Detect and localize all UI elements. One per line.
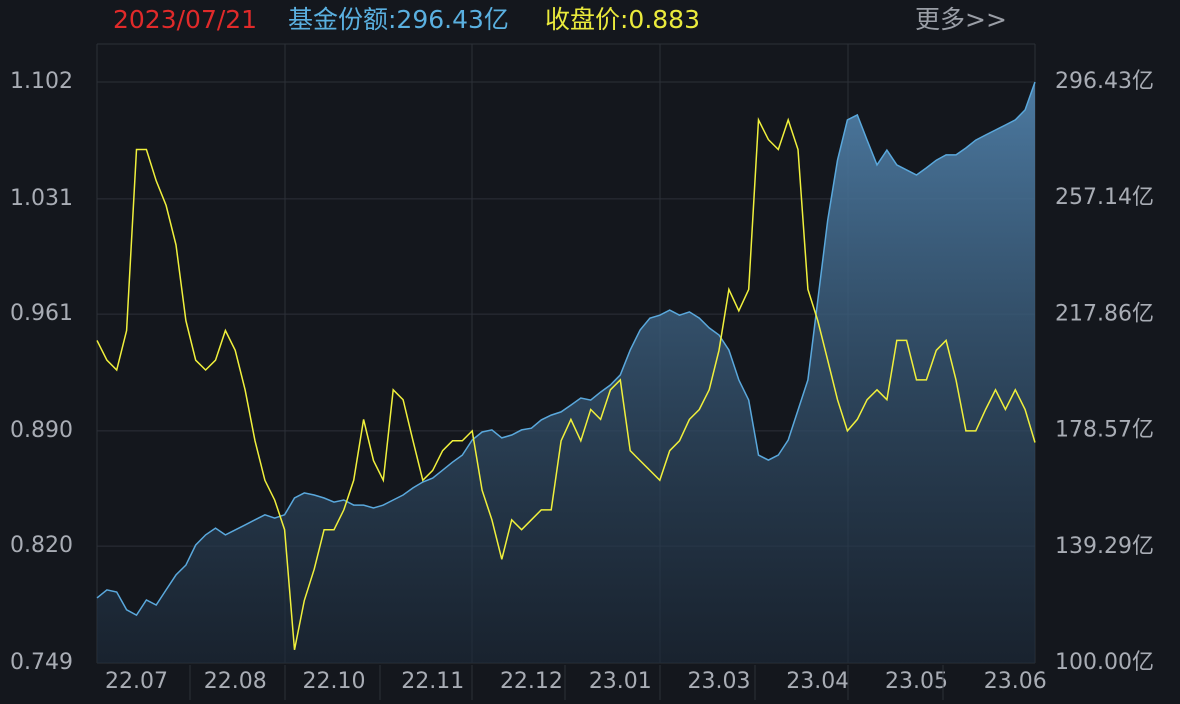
y2-tick-label: 139.29亿	[1055, 534, 1154, 559]
x-tick-label: 22.11	[401, 669, 464, 694]
x-tick-label: 23.04	[786, 669, 849, 694]
close-label: 收盘价:0.883	[545, 5, 700, 34]
y2-tick-label: 217.86亿	[1055, 301, 1154, 326]
x-tick-label: 23.03	[688, 669, 751, 694]
y-tick-label: 0.820	[10, 533, 73, 558]
y2-tick-label: 100.00亿	[1055, 650, 1154, 675]
y-tick-label: 1.031	[10, 186, 73, 211]
y2-tick-label: 257.14亿	[1055, 185, 1154, 210]
x-tick-label: 23.01	[589, 669, 652, 694]
area	[97, 82, 1035, 663]
y-tick-label: 0.749	[10, 650, 73, 675]
date: 2023/07/21	[113, 5, 257, 34]
line	[96, 81, 1036, 617]
x-tick-label: 23.05	[885, 669, 948, 694]
x-tick-label: 22.10	[302, 669, 365, 694]
x-tick-label: 22.07	[105, 669, 168, 694]
y-tick-label: 0.961	[10, 301, 73, 326]
y-tick-label: 1.102	[10, 69, 73, 94]
y2-tick-label: 178.57亿	[1055, 418, 1154, 443]
x-tick-label: 23.06	[984, 669, 1047, 694]
y-tick-label: 0.890	[10, 418, 73, 443]
more-button[interactable]: 更多>>	[915, 5, 1007, 34]
x-tick-label: 22.08	[204, 669, 267, 694]
y2-tick-label: 296.43亿	[1055, 69, 1154, 94]
line	[96, 117, 1036, 650]
share-label: 基金份额:296.43亿	[288, 5, 509, 34]
x-tick-label: 22.12	[500, 669, 563, 694]
